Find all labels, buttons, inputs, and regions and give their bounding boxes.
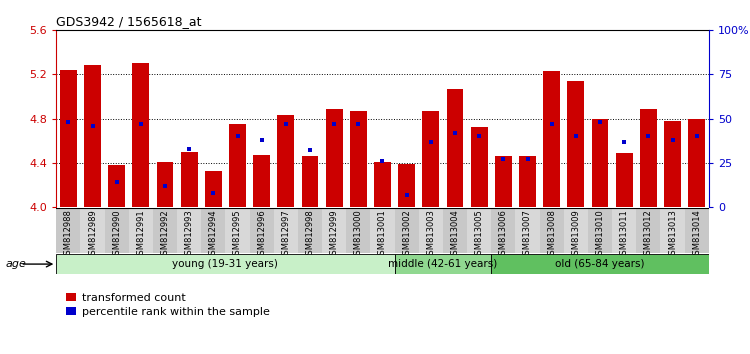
- Bar: [543, 71, 560, 207]
- Bar: [636, 208, 661, 253]
- Bar: [495, 156, 512, 207]
- Text: GSM813003: GSM813003: [426, 210, 435, 261]
- Bar: [108, 165, 125, 207]
- Bar: [515, 208, 539, 253]
- Text: GSM813011: GSM813011: [620, 210, 628, 260]
- Text: old (65-84 years): old (65-84 years): [555, 259, 645, 269]
- Text: GSM813006: GSM813006: [499, 210, 508, 261]
- Bar: [104, 208, 129, 253]
- Bar: [443, 208, 467, 253]
- Text: GSM812992: GSM812992: [160, 210, 170, 260]
- Bar: [588, 208, 612, 253]
- Text: GSM812989: GSM812989: [88, 210, 97, 260]
- Bar: [374, 162, 391, 207]
- Bar: [519, 156, 536, 207]
- Bar: [60, 70, 76, 207]
- Legend: transformed count, percentile rank within the sample: transformed count, percentile rank withi…: [62, 289, 274, 321]
- Bar: [370, 208, 394, 253]
- Bar: [326, 109, 343, 207]
- Bar: [394, 208, 418, 253]
- Bar: [592, 119, 608, 207]
- Bar: [616, 153, 632, 207]
- Bar: [302, 156, 319, 207]
- Bar: [640, 109, 657, 207]
- Text: middle (42-61 years): middle (42-61 years): [388, 259, 497, 269]
- Text: GSM813000: GSM813000: [354, 210, 363, 260]
- Text: GSM812990: GSM812990: [112, 210, 122, 260]
- Text: GSM813005: GSM813005: [475, 210, 484, 260]
- Text: GSM813009: GSM813009: [572, 210, 580, 260]
- Bar: [153, 208, 177, 253]
- Bar: [471, 127, 488, 207]
- Text: GSM812993: GSM812993: [184, 210, 194, 260]
- Bar: [419, 208, 443, 253]
- Text: GSM813004: GSM813004: [451, 210, 460, 260]
- Text: GSM812997: GSM812997: [281, 210, 290, 260]
- Bar: [56, 208, 80, 253]
- Bar: [564, 208, 588, 253]
- Bar: [84, 65, 101, 207]
- Bar: [467, 208, 491, 253]
- Bar: [539, 208, 564, 253]
- Bar: [688, 119, 705, 207]
- Bar: [322, 208, 346, 253]
- Bar: [350, 111, 367, 207]
- Text: GSM812991: GSM812991: [136, 210, 146, 260]
- Text: GSM812998: GSM812998: [305, 210, 314, 260]
- Bar: [226, 208, 250, 253]
- Text: GSM813013: GSM813013: [668, 210, 677, 261]
- Text: GSM813010: GSM813010: [596, 210, 604, 260]
- Bar: [129, 208, 153, 253]
- Text: GSM813012: GSM813012: [644, 210, 652, 260]
- Bar: [250, 208, 274, 253]
- Bar: [177, 208, 201, 253]
- Bar: [201, 208, 226, 253]
- Bar: [80, 208, 104, 253]
- Bar: [56, 254, 394, 274]
- Bar: [346, 208, 370, 253]
- Text: GSM813002: GSM813002: [402, 210, 411, 260]
- Bar: [685, 208, 709, 253]
- Bar: [298, 208, 322, 253]
- Bar: [205, 171, 222, 207]
- Text: GSM812994: GSM812994: [209, 210, 218, 260]
- Bar: [157, 162, 173, 207]
- Bar: [181, 152, 197, 207]
- Bar: [567, 81, 584, 207]
- Bar: [394, 254, 491, 274]
- Bar: [446, 89, 464, 207]
- Bar: [274, 208, 298, 253]
- Bar: [254, 155, 270, 207]
- Text: GSM813008: GSM813008: [548, 210, 556, 261]
- Bar: [491, 208, 515, 253]
- Bar: [661, 208, 685, 253]
- Text: young (19-31 years): young (19-31 years): [172, 259, 278, 269]
- Bar: [422, 111, 439, 207]
- Text: age: age: [6, 259, 27, 269]
- Text: GSM813001: GSM813001: [378, 210, 387, 260]
- Bar: [612, 208, 636, 253]
- Text: GSM813014: GSM813014: [692, 210, 701, 260]
- Bar: [398, 164, 415, 207]
- Bar: [278, 115, 294, 207]
- Bar: [229, 124, 246, 207]
- Bar: [491, 254, 709, 274]
- Text: GSM812988: GSM812988: [64, 210, 73, 261]
- Text: GSM813007: GSM813007: [523, 210, 532, 261]
- Text: GDS3942 / 1565618_at: GDS3942 / 1565618_at: [56, 15, 202, 28]
- Bar: [132, 63, 149, 207]
- Text: GSM812995: GSM812995: [233, 210, 242, 260]
- Text: GSM812996: GSM812996: [257, 210, 266, 260]
- Bar: [664, 121, 681, 207]
- Text: GSM812999: GSM812999: [330, 210, 339, 260]
